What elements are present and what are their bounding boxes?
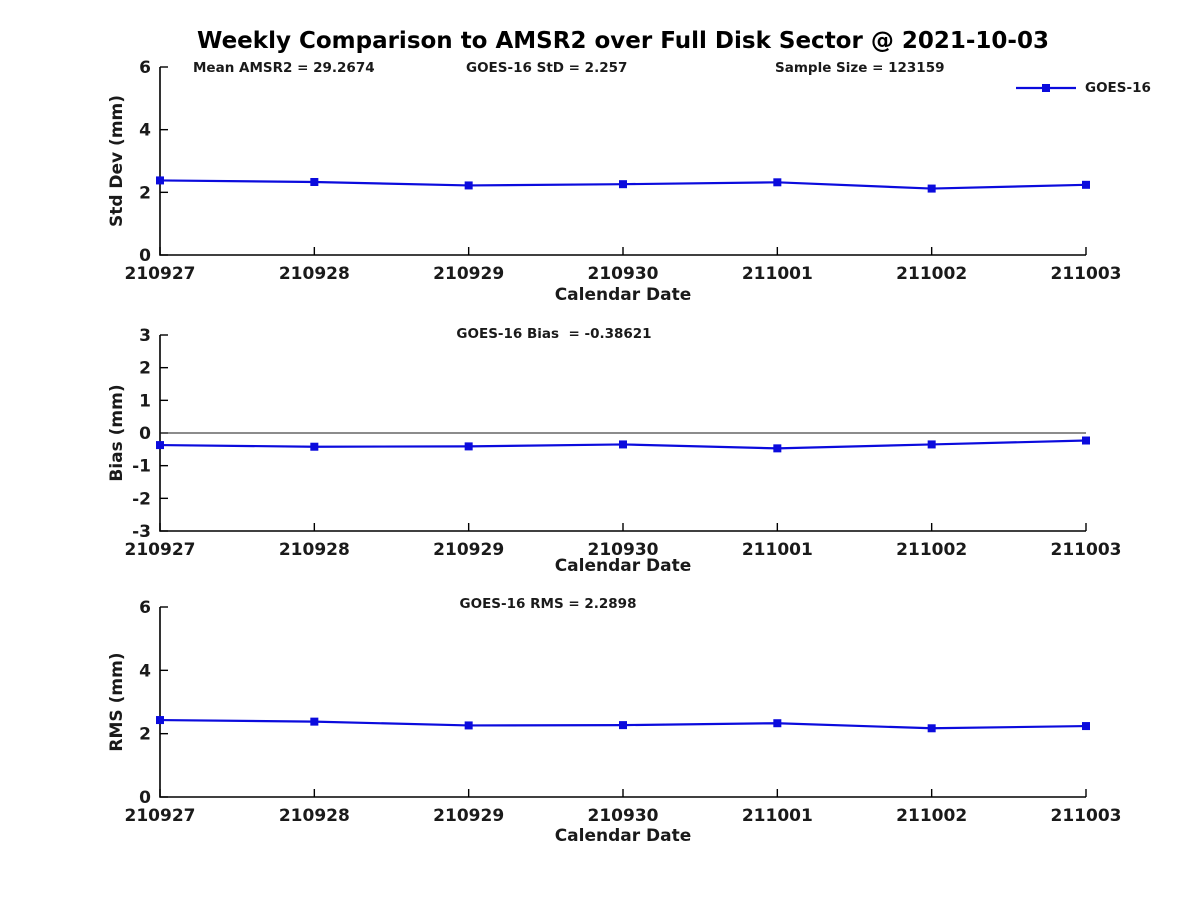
x-tick-label: 211001	[742, 264, 813, 284]
x-tick-label: 210928	[279, 540, 350, 560]
data-point	[156, 176, 164, 185]
annotation-mean-amsr2: Mean AMSR2 = 29.2674	[193, 60, 375, 76]
data-point	[773, 444, 782, 453]
data-point	[464, 181, 473, 190]
y-tick-label: 0	[139, 246, 151, 266]
y-tick-label: 4	[139, 121, 151, 141]
y-tick-label: 1	[139, 391, 151, 411]
y-tick-label: 2	[139, 359, 151, 379]
x-tick-label: 210929	[433, 806, 504, 826]
y-tick-label: 3	[139, 326, 151, 346]
x-tick-label: 210930	[588, 264, 659, 284]
y-tick-label: 6	[139, 58, 151, 78]
data-point	[773, 178, 782, 187]
annotation-goes-std: GOES-16 StD = 2.257	[466, 60, 628, 76]
data-point	[464, 442, 473, 451]
y-tick-label: -3	[132, 522, 151, 542]
data-point	[1082, 180, 1090, 189]
x-tick-label: 210929	[433, 540, 504, 560]
data-point	[773, 719, 782, 728]
x-axis-label-bias: Calendar Date	[554, 556, 692, 576]
y-tick-label: 0	[139, 424, 151, 444]
data-point	[156, 441, 164, 450]
figure-title: Weekly Comparison to AMSR2 over Full Dis…	[197, 28, 1049, 54]
x-tick-label: 210927	[125, 264, 196, 284]
x-tick-label: 211003	[1051, 264, 1122, 284]
y-tick-label: 6	[139, 598, 151, 618]
data-point	[927, 724, 936, 733]
legend-line-marker-icon	[1016, 84, 1076, 92]
x-axis-label-rms: Calendar Date	[554, 826, 692, 846]
data-point	[619, 721, 627, 730]
data-point	[310, 177, 319, 186]
y-tick-label: 4	[139, 661, 151, 681]
x-tick-label: 211001	[742, 806, 813, 826]
data-point	[619, 180, 627, 189]
x-tick-label: 210930	[588, 540, 659, 560]
x-tick-label: 210929	[433, 264, 504, 284]
axes-frame	[159, 67, 1086, 256]
annotation-goes-bias: GOES-16 Bias = -0.38621	[456, 326, 652, 342]
data-point	[1082, 436, 1090, 445]
y-tick-label: 0	[139, 788, 151, 808]
x-tick-label: 210927	[125, 540, 196, 560]
x-tick-label: 211003	[1051, 540, 1122, 560]
data-point	[927, 440, 936, 449]
annotation-goes-rms: GOES-16 RMS = 2.2898	[459, 596, 637, 612]
data-point	[310, 717, 319, 726]
y-tick-label: 2	[139, 183, 151, 203]
y-tick-label: -1	[132, 457, 151, 477]
x-tick-label: 210928	[279, 806, 350, 826]
x-tick-label: 211003	[1051, 806, 1122, 826]
legend: GOES-16	[1015, 80, 1151, 96]
axes-frame	[159, 607, 1086, 798]
x-axis-label-stddev: Calendar Date	[554, 285, 692, 305]
x-tick-label: 211001	[742, 540, 813, 560]
data-point	[310, 442, 319, 451]
data-point	[464, 721, 473, 730]
x-tick-label: 211002	[896, 540, 967, 560]
x-tick-label: 211002	[896, 806, 967, 826]
data-point	[927, 184, 936, 193]
x-tick-label: 210930	[588, 806, 659, 826]
data-point	[156, 716, 164, 725]
y-tick-label: -2	[132, 489, 151, 509]
x-tick-label: 211002	[896, 264, 967, 284]
legend-label: GOES-16	[1085, 80, 1151, 96]
annotation-sample-size: Sample Size = 123159	[775, 60, 945, 76]
data-point	[1082, 722, 1090, 731]
x-tick-label: 210927	[125, 806, 196, 826]
data-point	[619, 440, 627, 449]
y-tick-label: 2	[139, 725, 151, 745]
x-tick-label: 210928	[279, 264, 350, 284]
